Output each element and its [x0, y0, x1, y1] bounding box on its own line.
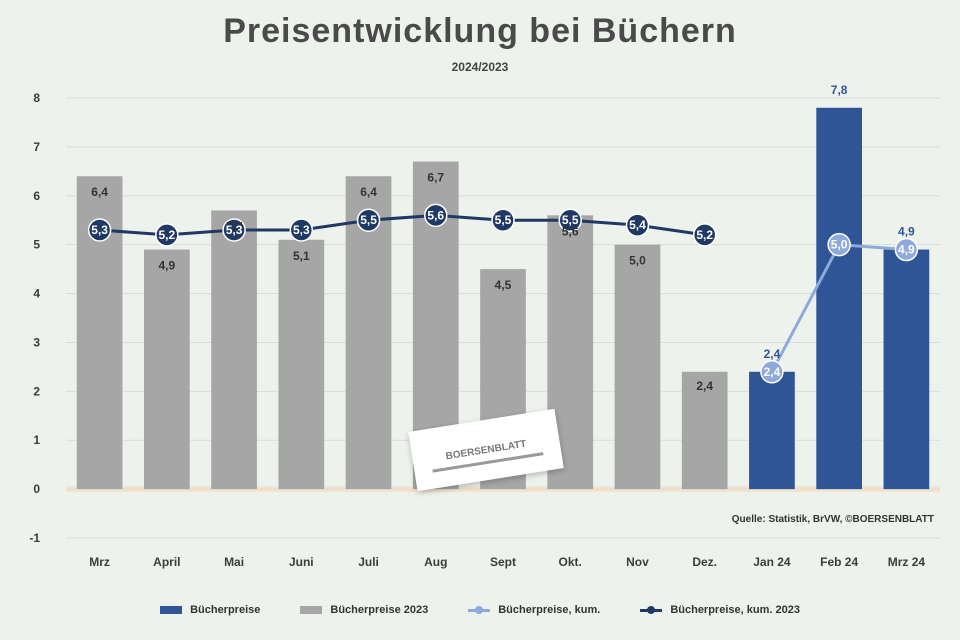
line-point — [155, 223, 179, 247]
line-point — [424, 203, 448, 228]
series-line — [99, 213, 705, 237]
y-tick-label: 8 — [33, 91, 40, 105]
line-point — [558, 208, 582, 232]
y-tick-label: -1 — [29, 531, 40, 545]
line-point — [760, 360, 784, 384]
legend: Bücherpreise Bücherpreise 2023 Bücherpreis… — [0, 604, 960, 616]
bar — [211, 210, 257, 490]
point-value-label: 5,5 — [562, 213, 579, 227]
bar-value-label: 2,4 — [696, 379, 713, 393]
bar-value-label: 4,9 — [898, 225, 915, 239]
x-tick-label: Aug — [424, 555, 447, 569]
x-tick-label: Feb 24 — [820, 555, 858, 569]
line-point — [827, 232, 851, 257]
y-tick-label: 6 — [33, 189, 40, 203]
legend-label: Bücherpreise — [190, 604, 261, 616]
line-point — [222, 218, 246, 242]
legend-bar-swatch — [160, 606, 183, 614]
legend-line-swatch — [468, 605, 491, 614]
x-tick-label: Dez. — [692, 555, 717, 569]
line-point — [87, 218, 112, 242]
point-value-label: 5,6 — [427, 208, 444, 222]
chart-title: Preisentwicklung bei Büchern — [223, 12, 737, 50]
legend-line-swatch — [640, 605, 663, 614]
legend-item: Bücherpreise, kum. — [468, 604, 600, 616]
point-value-label: 5,5 — [495, 213, 512, 227]
line-point — [356, 208, 381, 232]
bar-value-label: 6,4 — [360, 185, 377, 199]
chart-subtitle: 2024/2023 — [451, 60, 509, 74]
line-point — [692, 223, 717, 247]
bar-value-label: 6,7 — [427, 171, 444, 185]
y-tick-label: 5 — [33, 238, 40, 252]
legend-label: Bücherpreise, kum. 2023 — [670, 604, 800, 616]
bar — [278, 239, 325, 490]
y-tick-label: 7 — [33, 140, 40, 154]
y-tick-label: 3 — [33, 335, 40, 349]
legend-bar-swatch — [300, 606, 323, 614]
point-value-label: 2,4 — [764, 365, 781, 379]
legend-item: Bücherpreise — [160, 604, 260, 616]
bar-value-label: 5,6 — [562, 224, 579, 238]
bar — [749, 371, 795, 490]
x-tick-label: Jan 24 — [753, 555, 791, 569]
x-tick-label: Mrz 24 — [888, 555, 926, 569]
x-tick-label: Okt. — [559, 555, 582, 569]
point-value-label: 4,9 — [898, 243, 915, 257]
bar-value-label: 5,1 — [293, 249, 310, 263]
x-tick-label: Juni — [289, 555, 314, 569]
bar — [883, 249, 930, 490]
bar-value-label: 4,5 — [495, 278, 512, 292]
legend-item: Bücherpreise, kum. 2023 — [640, 604, 800, 616]
x-tick-label: Mrz — [89, 555, 110, 569]
bar-value-label: 4,9 — [159, 259, 176, 273]
x-tick-label: Sept — [490, 555, 516, 569]
bar-value-label: 7,8 — [831, 83, 848, 97]
line-point — [625, 213, 650, 237]
point-value-label: 5,3 — [293, 223, 310, 237]
point-value-label: 5,2 — [696, 228, 713, 242]
legend-label: Bücherpreise 2023 — [330, 604, 429, 616]
legend-item: Bücherpreise 2023 — [300, 604, 428, 616]
bar-value-label: 2,4 — [764, 347, 781, 361]
data-labels: 6,4 4,9 5,7 5,1 6,4 6,7 4,5 5,6 5,0 2,4 2,4 7,8 4,9 2… — [91, 83, 915, 393]
point-value-label: 5,4 — [629, 218, 646, 232]
legend-marker — [475, 605, 484, 614]
lines — [87, 203, 919, 384]
bar — [614, 244, 661, 490]
bar — [143, 249, 190, 490]
x-tick-label: Juli — [358, 555, 379, 569]
y-tick-label: 4 — [33, 287, 40, 301]
point-value-label: 5,5 — [360, 213, 377, 227]
legend-label: Bücherpreise, kum. — [498, 604, 601, 616]
x-tick-label: Mai — [224, 555, 244, 569]
point-value-label: 5,3 — [226, 223, 243, 237]
line-point — [894, 237, 919, 262]
bar-value-label: 6,4 — [91, 185, 108, 199]
point-value-label: 5,0 — [831, 238, 848, 252]
bar — [681, 371, 728, 490]
bar-value-label: 5,7 — [226, 219, 243, 233]
x-tick-label: April — [153, 555, 180, 569]
y-tick-label: 1 — [33, 433, 40, 447]
x-tick-label: Nov — [626, 555, 649, 569]
legend-marker — [647, 605, 656, 614]
y-tick-label: 0 — [33, 482, 40, 496]
bar-value-label: 5,0 — [629, 254, 646, 268]
axes: -1 0 1 2 3 4 5 6 7 8 Mrz April Mai Juni Juli Aug Sept Okt… — [29, 91, 925, 569]
point-value-label: 5,3 — [91, 223, 108, 237]
line-point — [289, 218, 314, 242]
line-point — [491, 208, 515, 232]
bar — [816, 107, 863, 490]
y-tick-label: 2 — [33, 384, 40, 398]
point-value-label: 5,2 — [159, 228, 176, 242]
source-note: Quelle: Statistik, BrVW, ©BOERSENBLATT — [731, 514, 934, 525]
